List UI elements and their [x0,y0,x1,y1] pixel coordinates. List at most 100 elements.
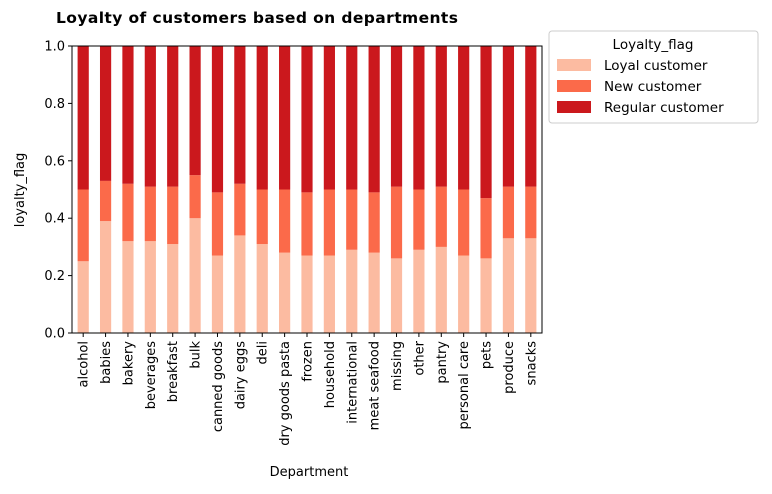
bar-new-customer-breakfast [167,186,179,245]
bar-new-customer-deli [256,189,268,245]
bar-new-customer-household [323,189,335,256]
bar-loyal-customer-dry-goods-pasta [279,252,291,333]
bar-new-customer-bulk [189,175,201,219]
x-tick-label: personal care [457,341,472,429]
x-tick-label: pets [480,341,495,369]
bar-new-customer-pets [480,198,492,259]
bar-new-customer-beverages [144,186,156,242]
x-tick-label: meat seafood [368,341,383,430]
bar-regular-customer-snacks [525,46,537,187]
bar-regular-customer-pets [480,46,492,199]
bar-loyal-customer-bulk [189,218,201,333]
bar-loyal-customer-frozen [301,255,313,333]
bar-loyal-customer-household [323,255,335,333]
chart-title: Loyalty of customers based on department… [56,9,458,27]
bar-loyal-customer-produce [502,238,515,333]
legend-swatch [557,101,591,113]
legend-label: Loyal customer [604,58,708,74]
bar-loyal-customer-international [346,249,358,333]
x-tick-label: dry goods pasta [278,341,293,446]
bar-loyal-customer-missing [390,258,403,333]
y-tick-label: 0.4 [44,212,65,227]
bar-new-customer-personal-care [458,189,470,256]
bar-regular-customer-bulk [189,46,201,176]
bar-loyal-customer-pets [480,258,492,333]
x-tick-label: produce [502,341,517,394]
bar-regular-customer-babies [99,46,112,181]
bar-loyal-customer-pantry [435,246,447,333]
bar-regular-customer-frozen [301,46,313,193]
bar-new-customer-dairy-eggs [234,183,246,236]
bar-regular-customer-produce [502,46,515,187]
x-tick-label: pantry [435,341,450,384]
y-tick-label: 0.2 [44,269,65,284]
x-tick-label: missing [390,341,405,391]
bar-regular-customer-pantry [435,46,447,187]
x-tick-label: international [345,341,360,424]
y-tick-label: 0.8 [44,97,65,112]
bar-loyal-customer-meat-seafood [368,252,380,333]
bar-new-customer-pantry [435,186,447,247]
legend-frame [548,30,759,124]
x-axis: alcohol babies bakery beverages breakfast bul… [77,333,539,446]
x-tick-label: household [323,341,338,408]
bar-loyal-customer-personal-care [458,255,470,333]
bar-regular-customer-missing [390,46,403,187]
x-tick-label: alcohol [77,341,92,387]
plot-area [77,46,537,333]
y-tick-label: 0.6 [44,154,65,169]
bar-new-customer-frozen [301,192,313,256]
bar-regular-customer-household [323,46,335,190]
bar-loyal-customer-deli [256,244,268,333]
legend-swatch [557,59,591,71]
bar-regular-customer-international [346,46,358,190]
x-tick-label: beverages [144,341,159,410]
bar-loyal-customer-other [413,249,425,333]
bar-regular-customer-bakery [122,46,134,184]
bar-regular-customer-deli [256,46,268,190]
legend: Loyalty_flag Loyal customer New customer R… [548,30,759,124]
bar-new-customer-missing [390,186,403,259]
y-tick-label: 0.0 [44,327,65,342]
bar-regular-customer-dry-goods-pasta [279,46,291,190]
bar-new-customer-canned-goods [211,192,224,256]
x-tick-label: bulk [189,341,204,369]
bar-loyal-customer-alcohol [77,261,89,333]
x-tick-label: babies [99,341,114,384]
legend-label: New customer [604,79,702,95]
bar-new-customer-snacks [525,186,537,239]
x-tick-label: breakfast [166,341,181,402]
x-tick-label: other [412,340,427,375]
bar-regular-customer-meat-seafood [368,46,380,193]
bar-loyal-customer-canned-goods [211,255,224,333]
bar-new-customer-bakery [122,183,134,242]
y-tick-label: 1.0 [44,40,65,55]
legend-swatch [557,80,591,92]
x-tick-label: snacks [524,341,539,386]
bar-loyal-customer-breakfast [167,244,179,333]
bar-regular-customer-alcohol [77,46,89,190]
bar-new-customer-babies [99,180,112,222]
x-tick-label: frozen [301,341,316,382]
bar-loyal-customer-beverages [144,241,156,333]
bar-regular-customer-breakfast [167,46,179,187]
bar-new-customer-produce [502,186,515,239]
x-tick-label: canned goods [211,341,226,432]
bar-new-customer-dry-goods-pasta [279,189,291,253]
bar-new-customer-alcohol [77,189,89,262]
y-axis-label: loyalty_flag [13,153,28,228]
x-tick-label: dairy eggs [233,341,248,410]
x-axis-label: Department [270,465,349,480]
bar-loyal-customer-snacks [525,238,537,333]
bar-regular-customer-personal-care [458,46,470,190]
legend-title: Loyalty_flag [613,37,694,53]
bar-regular-customer-beverages [144,46,156,187]
y-axis: 0.0 0.2 0.4 0.6 0.8 1.0 [44,40,72,342]
x-tick-label: deli [256,341,271,364]
bar-new-customer-meat-seafood [368,192,380,253]
bar-new-customer-international [346,189,358,250]
bar-regular-customer-other [413,46,425,190]
bar-regular-customer-dairy-eggs [234,46,246,184]
